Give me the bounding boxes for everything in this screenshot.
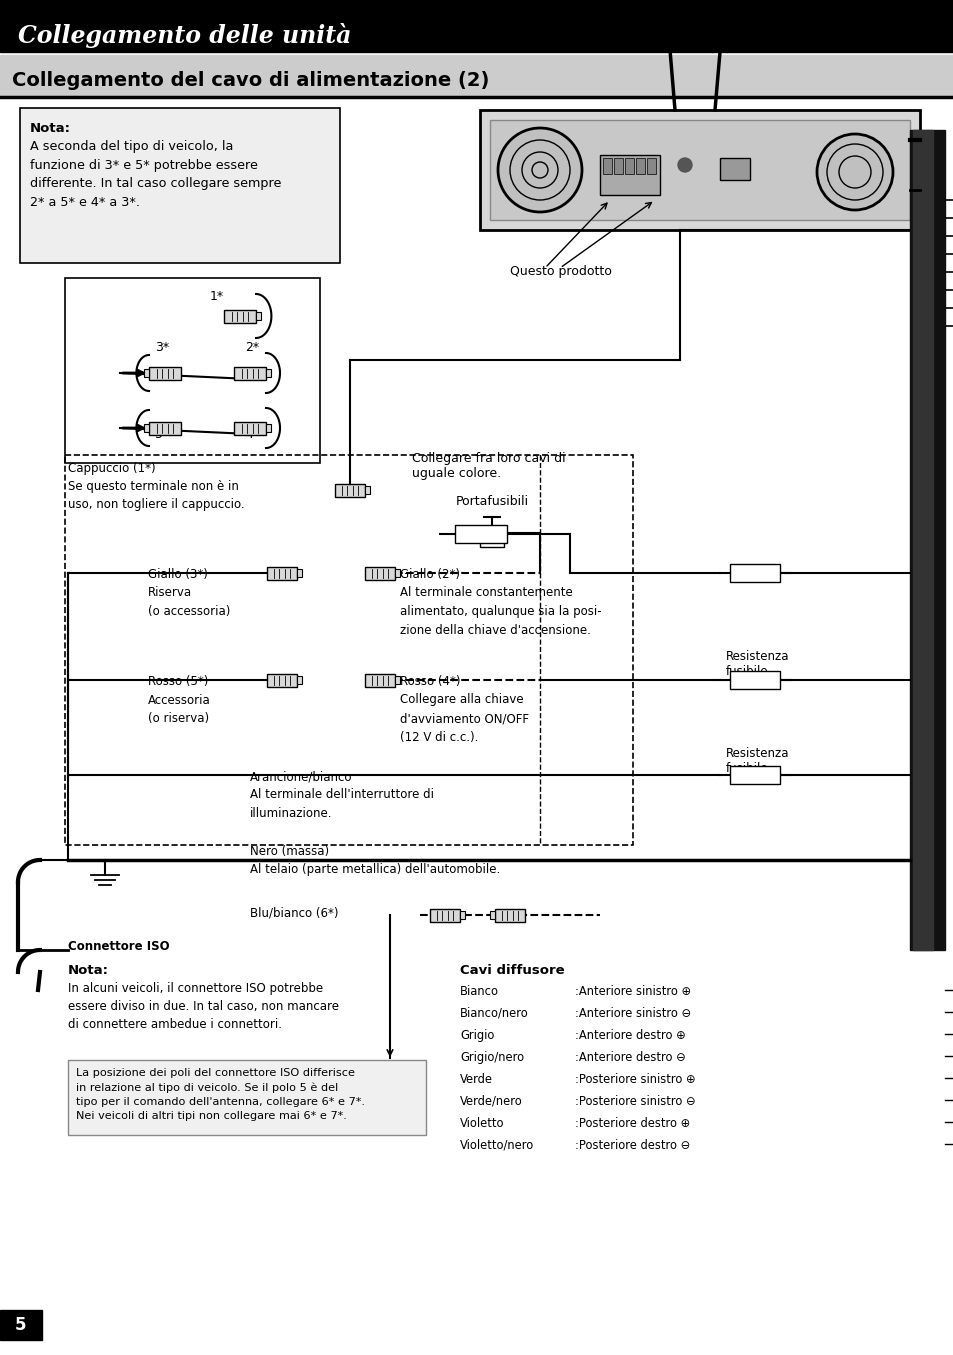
Bar (335, 484, 365, 496)
Bar (365, 673, 395, 687)
Text: :Anteriore destro ⊖: :Anteriore destro ⊖ (575, 1051, 685, 1064)
Text: 2*: 2* (245, 341, 259, 354)
Text: La posizione dei poli del connettore ISO differisce
in relazione al tipo di veic: La posizione dei poli del connettore ISO… (76, 1068, 365, 1121)
Text: Arancione/bianco
Al terminale dell'interruttore di
illuminazione.: Arancione/bianco Al terminale dell'inter… (250, 770, 434, 820)
Text: Cappuccio (1*)
Se questo terminale non è in
uso, non togliere il cappuccio.: Cappuccio (1*) Se questo terminale non è… (68, 462, 244, 511)
Text: Grigio: Grigio (459, 1028, 494, 1042)
Bar (255, 312, 261, 320)
Text: In alcuni veicoli, il connettore ISO potrebbe
essere diviso in due. In tal caso,: In alcuni veicoli, il connettore ISO pot… (68, 982, 338, 1031)
Text: Collegamento del cavo di alimentazione (2): Collegamento del cavo di alimentazione (… (12, 72, 489, 91)
Text: Violetto/nero: Violetto/nero (459, 1140, 534, 1152)
Bar (599, 154, 659, 195)
Bar (144, 369, 149, 377)
Bar (20, 108, 339, 263)
Text: 4*: 4* (245, 428, 259, 440)
Text: Verde/nero: Verde/nero (459, 1095, 522, 1108)
Bar (0, 56, 953, 98)
Bar (365, 566, 395, 580)
Text: :Posteriore sinistro ⊖: :Posteriore sinistro ⊖ (575, 1095, 695, 1108)
Bar (646, 159, 656, 173)
Text: Questo prodotto: Questo prodotto (510, 266, 611, 278)
Bar (614, 159, 622, 173)
Bar (490, 121, 909, 220)
Text: Portafusibili: Portafusibili (455, 495, 528, 508)
Bar (296, 569, 302, 577)
Bar (266, 369, 271, 377)
Text: Giallo (2*)
Al terminale constantemente
alimentato, qualunque sia la posi-
zione: Giallo (2*) Al terminale constantemente … (399, 568, 601, 637)
Bar (0, 1310, 42, 1340)
Text: Connettore ISO: Connettore ISO (68, 940, 170, 953)
Bar (909, 130, 944, 950)
Text: Nota:: Nota: (68, 963, 109, 977)
Bar (490, 911, 495, 919)
Text: Bianco/nero: Bianco/nero (459, 1007, 528, 1020)
Bar (636, 159, 644, 173)
Text: Verde: Verde (459, 1073, 493, 1085)
Text: :Anteriore sinistro ⊕: :Anteriore sinistro ⊕ (575, 985, 690, 999)
Bar (459, 911, 464, 919)
Bar (729, 564, 780, 583)
Bar (149, 421, 181, 435)
Bar (430, 908, 459, 921)
Circle shape (816, 134, 892, 210)
Text: 5: 5 (15, 1316, 27, 1335)
Bar (267, 566, 296, 580)
Bar (395, 569, 399, 577)
Text: A seconda del tipo di veicolo, la
funzione di 3* e 5* potrebbe essere
differente: A seconda del tipo di veicolo, la funzio… (30, 140, 281, 209)
Bar (144, 424, 149, 432)
Bar (267, 673, 296, 687)
Text: Grigio/nero: Grigio/nero (459, 1051, 523, 1064)
Text: :Posteriore destro ⊕: :Posteriore destro ⊕ (575, 1117, 690, 1130)
Bar (729, 671, 780, 688)
Bar (912, 130, 932, 950)
Bar (720, 159, 749, 180)
Bar (65, 278, 319, 463)
Circle shape (497, 127, 581, 211)
Bar (296, 676, 302, 684)
Bar (624, 159, 634, 173)
Bar (729, 766, 780, 785)
Text: Cavi diffusore: Cavi diffusore (459, 963, 564, 977)
Bar (495, 908, 524, 921)
Text: Violetto: Violetto (459, 1117, 504, 1130)
Text: 3*: 3* (154, 341, 169, 354)
Text: Rosso (4*)
Collegare alla chiave
d'avviamento ON/OFF
(12 V di c.c.).: Rosso (4*) Collegare alla chiave d'avvia… (399, 675, 529, 744)
Bar (479, 110, 919, 230)
Bar (479, 527, 503, 547)
Bar (224, 309, 255, 322)
Text: :Posteriore destro ⊖: :Posteriore destro ⊖ (575, 1140, 690, 1152)
Text: Resistenza
fusibile: Resistenza fusibile (725, 747, 789, 775)
Text: :Posteriore sinistro ⊕: :Posteriore sinistro ⊕ (575, 1073, 695, 1085)
Text: Bianco: Bianco (459, 985, 498, 999)
Circle shape (678, 159, 691, 172)
Bar (0, 0, 953, 51)
Bar (395, 676, 399, 684)
Text: Nota:: Nota: (30, 122, 71, 136)
Bar (149, 366, 181, 379)
Text: Resistenza
fusibile: Resistenza fusibile (725, 650, 789, 678)
Text: Collegare fra loro cavi di
uguale colore.: Collegare fra loro cavi di uguale colore… (412, 453, 565, 480)
Text: Collegamento delle unità: Collegamento delle unità (18, 23, 351, 49)
Text: :Anteriore destro ⊕: :Anteriore destro ⊕ (575, 1028, 685, 1042)
Text: Giallo (3*)
Riserva
(o accessoria): Giallo (3*) Riserva (o accessoria) (148, 568, 230, 618)
Text: Rosso (5*)
Accessoria
(o riserva): Rosso (5*) Accessoria (o riserva) (148, 675, 211, 725)
Bar (68, 1060, 426, 1135)
Text: 1*: 1* (210, 290, 224, 304)
Bar (602, 159, 612, 173)
Text: 5*: 5* (154, 428, 169, 440)
Text: Nero (massa)
Al telaio (parte metallica) dell'automobile.: Nero (massa) Al telaio (parte metallica)… (250, 846, 499, 877)
Bar (266, 424, 271, 432)
Bar (233, 366, 266, 379)
Text: Blu/bianco (6*): Blu/bianco (6*) (250, 906, 338, 919)
Bar (233, 421, 266, 435)
Bar (455, 524, 506, 543)
Text: :Anteriore sinistro ⊖: :Anteriore sinistro ⊖ (575, 1007, 690, 1020)
Bar (365, 486, 370, 495)
Bar (65, 455, 633, 846)
